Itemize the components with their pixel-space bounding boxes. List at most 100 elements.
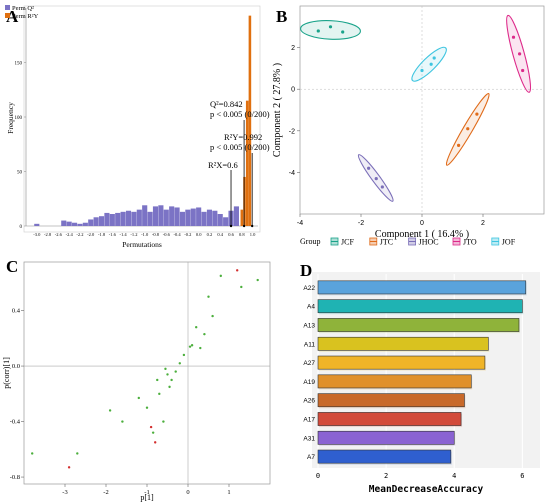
panel-d-x-tick-label: 2 bbox=[384, 472, 388, 480]
panel-a-histogram: A 0 50 100 150 -3.0 -2.8 -2.6 -2.4 -2.2 -2.0 -1.8… bbox=[5, 5, 270, 249]
panel-c-point-green bbox=[199, 346, 202, 350]
panel-d-bar-a22 bbox=[317, 280, 527, 295]
panel-b-y-tick-label: -2 bbox=[289, 128, 295, 135]
panel-c-x-tick-label: -3 bbox=[62, 489, 67, 496]
panel-d-category-label: A13 bbox=[303, 323, 315, 330]
panel-d-category-label: A19 bbox=[303, 379, 315, 386]
panel-d-bar-a26 bbox=[317, 393, 465, 408]
panel-a-y-label: Frequency bbox=[6, 102, 15, 134]
panel-a-x-tick-label: -1.6 bbox=[109, 232, 117, 237]
panel-a-bar-q2 bbox=[109, 214, 115, 226]
panel-a-x-tick-label: -0.4 bbox=[174, 232, 182, 237]
panel-d-bar-a27 bbox=[317, 355, 486, 370]
panel-a-annotation-q2-p: p < 0.005 (0/200) bbox=[210, 109, 270, 119]
panel-a-bar-q2 bbox=[196, 207, 202, 226]
panel-b-legend-label: JCF bbox=[341, 238, 354, 247]
panel-c-point-green bbox=[207, 295, 210, 298]
panel-b-point-jhoc bbox=[367, 166, 371, 170]
panel-a-bar-q2 bbox=[77, 223, 83, 226]
panel-b-x-tick-label: 2 bbox=[481, 220, 485, 227]
panel-a-bar-q2 bbox=[152, 206, 159, 226]
panel-a-x-tick-label: 1.0 bbox=[250, 232, 256, 237]
panel-d-letter: D bbox=[300, 261, 312, 280]
panel-d-bar-a7 bbox=[317, 449, 452, 464]
panel-b-x-label: Component 1 ( 16.4% ) bbox=[375, 229, 469, 240]
panel-a-bar-q2 bbox=[104, 212, 110, 226]
panel-a-x-tick-label: -2.0 bbox=[87, 232, 95, 237]
panel-b-point-jtc bbox=[475, 112, 479, 116]
panel-b-x-tick-label: -4 bbox=[297, 220, 303, 227]
panel-a-legend-label-r2y: Perm R²Y bbox=[12, 13, 39, 20]
panel-c-y-label: p(corr)[1] bbox=[2, 357, 11, 389]
panel-a-annotation-q2: Q²=0.842 bbox=[210, 99, 243, 109]
panel-c-x-tick-label: 0 bbox=[186, 489, 189, 496]
panel-c-point-green bbox=[211, 314, 214, 318]
panel-a-bar-r2y bbox=[245, 100, 249, 226]
panel-b-point-jcf bbox=[341, 30, 345, 34]
panel-a-x-tick-label: 0.6 bbox=[228, 232, 234, 237]
panel-a-bar-q2 bbox=[190, 208, 196, 226]
panel-d-category-label: A27 bbox=[303, 360, 315, 367]
panel-a-bar-q2 bbox=[212, 210, 218, 226]
panel-c-point-green bbox=[168, 385, 171, 389]
panel-b-legend-label: JTC bbox=[380, 238, 393, 247]
panel-a-stat-marker bbox=[250, 224, 254, 228]
panel-c-point-green bbox=[219, 274, 222, 278]
panel-c-plot-frame bbox=[23, 261, 271, 485]
panel-c-point-green bbox=[195, 326, 198, 329]
panel-d-x-tick-label: 6 bbox=[520, 472, 524, 480]
panel-c-point-green bbox=[108, 409, 112, 412]
panel-a-x-tick-label: -1.0 bbox=[141, 232, 149, 237]
panel-c-point-green bbox=[190, 344, 194, 347]
panel-c-point-green bbox=[151, 431, 155, 434]
panel-c-point-green bbox=[76, 452, 79, 455]
panel-c-point-green bbox=[256, 278, 259, 282]
panel-a-bar-q2 bbox=[201, 211, 207, 226]
panel-a-bar-q2 bbox=[217, 214, 223, 226]
panel-a-bar-q2 bbox=[82, 222, 88, 226]
panel-c-point-green bbox=[158, 392, 161, 396]
panel-d-x-label: MeanDecreaseAccuracy bbox=[369, 484, 484, 495]
panel-b-point-jcf bbox=[316, 29, 320, 33]
panel-a-x-tick-label: -2.4 bbox=[66, 232, 74, 237]
panel-b-point-jto bbox=[521, 68, 525, 73]
panel-b-y-tick-label: 0 bbox=[291, 87, 295, 94]
panel-a-x-tick-label: -1.4 bbox=[120, 232, 128, 237]
panel-c-point-green bbox=[145, 406, 149, 409]
panel-a-x-tick-label: 0.2 bbox=[207, 232, 213, 237]
panel-a-y-tick-label: 150 bbox=[15, 62, 23, 67]
panel-d-bar-a4 bbox=[317, 299, 523, 314]
panel-a-y-tick-label: 0 bbox=[20, 225, 23, 230]
panel-c-s-plot: C -3 -2 -1 0 1 -0.8 -0.4 0.0 0.4 p[1] p(corr)[1] bbox=[2, 257, 271, 502]
panel-c-point-green bbox=[121, 420, 124, 423]
panel-c-x-tick-label: -2 bbox=[103, 489, 108, 496]
panel-a-legend-swatch-r2y bbox=[5, 13, 10, 18]
panel-b-pls-da: B -4 -2 0 2 -4 -2 0 2 Component 1 ( 16.4% ) Com… bbox=[272, 5, 545, 247]
panel-b-legend-label: JOF bbox=[502, 238, 516, 247]
panel-b-legend-label: JTO bbox=[463, 238, 477, 247]
panel-a-x-tick-label: -2.8 bbox=[44, 232, 52, 237]
panel-a-bar-q2 bbox=[169, 206, 175, 226]
panel-a-y-tick-label: 100 bbox=[15, 116, 23, 121]
panel-c-point-green bbox=[178, 362, 181, 365]
panel-c-x-label: p[1] bbox=[140, 493, 154, 502]
panel-a-legend-swatch-q2 bbox=[5, 5, 10, 10]
panel-c-point-red bbox=[154, 441, 157, 444]
panel-a-bar-q2 bbox=[98, 216, 105, 226]
panel-a-x-tick-label: 0.8 bbox=[239, 232, 245, 237]
panel-c-point-green bbox=[137, 396, 140, 400]
panel-a-x-tick-label: -2.6 bbox=[55, 232, 63, 237]
panel-b-x-tick-label: 0 bbox=[420, 220, 424, 227]
panel-c-y-tick-label: 0.0 bbox=[12, 363, 20, 370]
panel-a-bar-q2 bbox=[223, 217, 229, 226]
panel-a-x-tick-label: -0.8 bbox=[152, 232, 160, 237]
panel-a-x-tick-label: -0.2 bbox=[184, 232, 191, 237]
panel-a-y-tick-label: 50 bbox=[17, 171, 23, 176]
panel-a-bar-q2 bbox=[131, 211, 137, 226]
panel-b-point-jtc bbox=[466, 127, 470, 131]
panel-c-point-green bbox=[188, 345, 192, 348]
panel-b-letter: B bbox=[276, 7, 287, 26]
panel-a-bar-q2 bbox=[158, 205, 164, 226]
panel-b-y-label: Component 2 ( 27.8% ) bbox=[272, 63, 283, 157]
